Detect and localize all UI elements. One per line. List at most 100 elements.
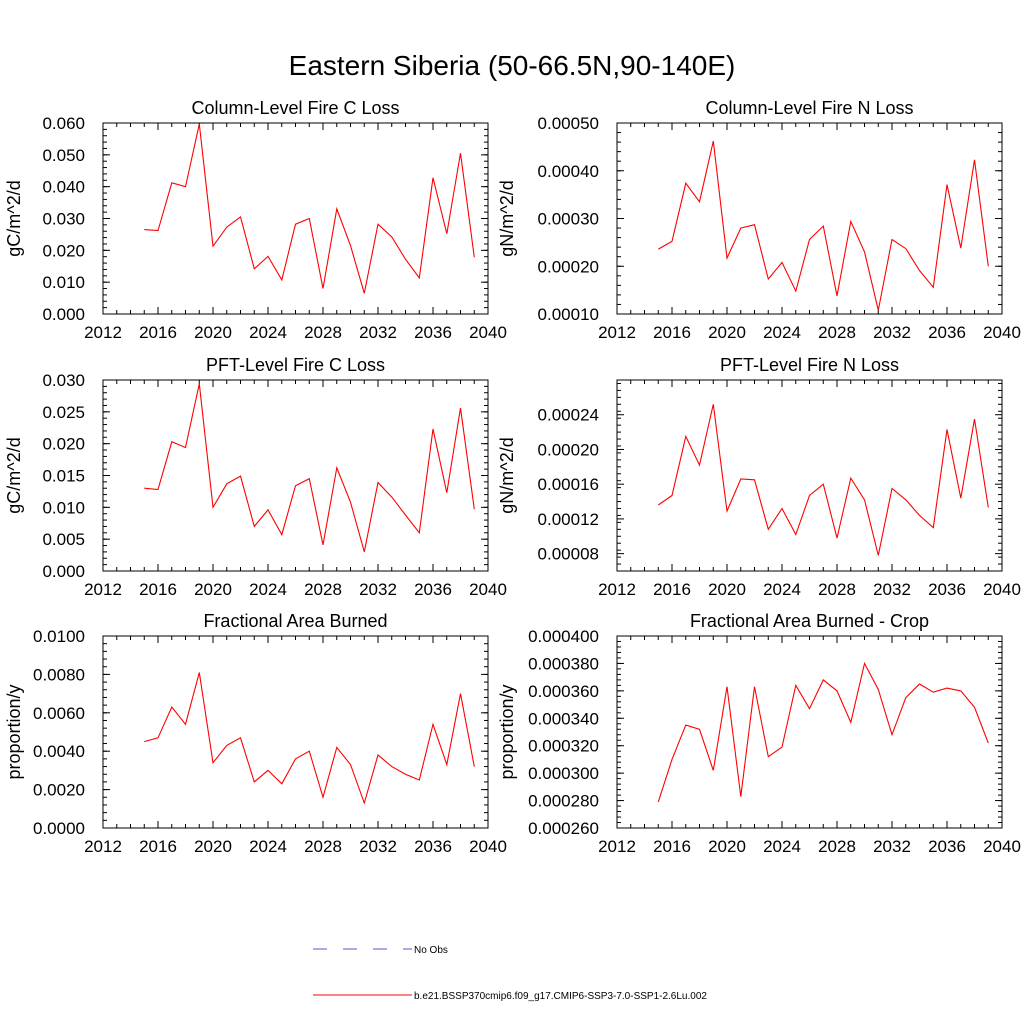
figure-title: Eastern Siberia (50-66.5N,90-140E) xyxy=(289,50,736,81)
chart-title: Fractional Area Burned xyxy=(203,611,387,631)
y-tick-label: 0.0040 xyxy=(33,742,85,761)
legend-entry-model-run: b.e21.BSSP370cmip6.f09_g17.CMIP6-SSP3-7.… xyxy=(313,991,707,1002)
x-tick-label: 2012 xyxy=(84,837,122,856)
y-tick-label: 0.00020 xyxy=(538,257,599,276)
series-line-1 xyxy=(144,123,475,294)
x-tick-label: 2028 xyxy=(304,837,342,856)
plot-frame xyxy=(616,635,1003,829)
x-tick-label: 2028 xyxy=(304,580,342,599)
plot-frame xyxy=(102,122,489,315)
y-tick-label: 0.000400 xyxy=(528,627,599,646)
x-tick-label: 2020 xyxy=(194,837,232,856)
chart-panel-1: Column-Level Fire C Loss 2012 2016 2020 2024… xyxy=(4,98,507,342)
x-tick-label: 2036 xyxy=(414,580,452,599)
chart-title: Fractional Area Burned - Crop xyxy=(690,611,929,631)
legend: No Obs b.e21.BSSP370cmip6.f09_g17.CMIP6-… xyxy=(313,945,707,1002)
y-tick-label: 0.030 xyxy=(42,371,85,390)
y-tick-label: 0.00016 xyxy=(538,475,599,494)
x-tick-label: 2024 xyxy=(763,837,801,856)
x-tick-label: 2036 xyxy=(414,323,452,342)
x-tick-label: 2012 xyxy=(84,580,122,599)
y-tick-label: 0.005 xyxy=(42,530,85,549)
y-tick-label: 0.000 xyxy=(42,305,85,324)
x-tick-label: 2024 xyxy=(249,580,287,599)
chart-title: Column-Level Fire N Loss xyxy=(705,98,913,118)
y-tick-label: 0.050 xyxy=(42,146,85,165)
y-axis-label: gC/m^2/d xyxy=(4,180,24,256)
x-tick-label: 2024 xyxy=(763,580,801,599)
series-line-1 xyxy=(657,661,989,803)
y-tick-label: 0.00008 xyxy=(538,545,599,564)
y-tick-label: 0.020 xyxy=(42,241,85,260)
y-tick-label: 0.00012 xyxy=(538,510,599,529)
series-line-1 xyxy=(657,404,989,556)
chart-title: Column-Level Fire C Loss xyxy=(191,98,399,118)
y-tick-label: 0.025 xyxy=(42,403,85,422)
x-tick-label: 2016 xyxy=(139,580,177,599)
legend-label-model-run: b.e21.BSSP370cmip6.f09_g17.CMIP6-SSP3-7.… xyxy=(414,991,707,1002)
series-line-1 xyxy=(144,383,475,553)
y-tick-label: 0.0000 xyxy=(33,819,85,838)
x-tick-label: 2040 xyxy=(983,580,1021,599)
y-tick-label: 0.040 xyxy=(42,178,85,197)
y-tick-label: 0.020 xyxy=(42,435,85,454)
x-tick-label: 2032 xyxy=(359,323,397,342)
plot-frame xyxy=(616,122,1003,315)
y-tick-label: 0.000300 xyxy=(528,764,599,783)
chart-title: PFT-Level Fire N Loss xyxy=(720,355,899,375)
chart-panel-6: Fractional Area Burned - Crop 2012 2016 202… xyxy=(497,611,1021,856)
y-tick-label: 0.00040 xyxy=(538,162,599,181)
y-tick-label: 0.000380 xyxy=(528,654,599,673)
y-tick-label: 0.015 xyxy=(42,467,85,486)
y-tick-label: 0.0020 xyxy=(33,781,85,800)
y-axis-label: proportion/y xyxy=(4,684,24,779)
x-tick-label: 2016 xyxy=(653,323,691,342)
y-axis-label: gN/m^2/d xyxy=(497,180,517,256)
y-tick-label: 0.00020 xyxy=(538,440,599,459)
x-tick-label: 2036 xyxy=(928,580,966,599)
x-tick-label: 2036 xyxy=(928,323,966,342)
chart-panel-5: Fractional Area Burned 2012 2016 2020 2024 20… xyxy=(4,611,507,856)
legend-entry-no-obs: No Obs xyxy=(313,945,448,956)
x-tick-label: 2028 xyxy=(818,323,856,342)
x-tick-label: 2012 xyxy=(84,323,122,342)
chart-panel-2: Column-Level Fire N Loss 2012 2016 2020 2024… xyxy=(497,98,1021,342)
x-tick-label: 2028 xyxy=(818,580,856,599)
y-tick-label: 0.010 xyxy=(42,273,85,292)
y-tick-label: 0.0100 xyxy=(33,627,85,646)
x-tick-label: 2016 xyxy=(653,837,691,856)
x-tick-label: 2032 xyxy=(873,323,911,342)
y-axis-label: gN/m^2/d xyxy=(497,437,517,513)
x-tick-label: 2020 xyxy=(708,323,746,342)
x-tick-label: 2016 xyxy=(139,837,177,856)
x-tick-label: 2032 xyxy=(359,580,397,599)
x-tick-label: 2012 xyxy=(598,323,636,342)
x-tick-label: 2020 xyxy=(194,323,232,342)
x-tick-label: 2040 xyxy=(469,323,507,342)
y-tick-label: 0.000280 xyxy=(528,792,599,811)
x-tick-label: 2036 xyxy=(414,837,452,856)
y-tick-label: 0.030 xyxy=(42,210,85,229)
chart-panels: Column-Level Fire C Loss 2012 2016 2020 2024… xyxy=(4,98,1021,856)
x-tick-label: 2024 xyxy=(249,837,287,856)
x-tick-label: 2040 xyxy=(469,837,507,856)
y-axis-label: gC/m^2/d xyxy=(4,437,24,513)
x-tick-label: 2028 xyxy=(818,837,856,856)
y-tick-label: 0.00010 xyxy=(538,305,599,324)
y-tick-label: 0.0080 xyxy=(33,665,85,684)
x-tick-label: 2040 xyxy=(469,580,507,599)
x-tick-label: 2032 xyxy=(359,837,397,856)
y-tick-label: 0.00024 xyxy=(538,406,599,425)
x-tick-label: 2016 xyxy=(653,580,691,599)
y-tick-label: 0.0060 xyxy=(33,704,85,723)
x-tick-label: 2024 xyxy=(249,323,287,342)
x-tick-label: 2040 xyxy=(983,837,1021,856)
x-tick-label: 2036 xyxy=(928,837,966,856)
x-tick-label: 2028 xyxy=(304,323,342,342)
x-tick-label: 2012 xyxy=(598,580,636,599)
chart-title: PFT-Level Fire C Loss xyxy=(206,355,385,375)
x-tick-label: 2032 xyxy=(873,837,911,856)
y-tick-label: 0.000340 xyxy=(528,709,599,728)
